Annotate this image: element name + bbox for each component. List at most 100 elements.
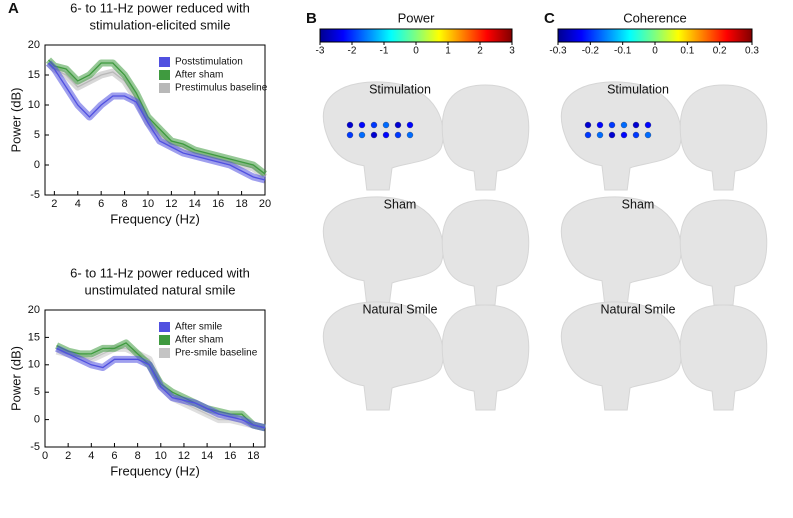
brain-outline xyxy=(441,199,530,306)
x-tick-label: 12 xyxy=(178,450,190,462)
row-label: Natural Smile xyxy=(600,302,675,316)
row-label: Natural Smile xyxy=(362,302,437,316)
x-tick-label: 8 xyxy=(135,450,141,462)
brain-outline xyxy=(679,84,768,191)
colorbar-tick-label: 0.3 xyxy=(745,46,759,57)
series-band xyxy=(55,345,266,432)
electrode-dot xyxy=(346,121,354,129)
legend-label: After sham xyxy=(175,70,223,81)
electrode-dot xyxy=(584,121,592,129)
colorbar xyxy=(557,28,753,43)
electrode-dot xyxy=(596,121,604,129)
y-tick-label: 10 xyxy=(28,99,40,111)
row-label: Sham xyxy=(622,197,655,211)
electrode-dot xyxy=(394,131,402,139)
colorbar-tick-label: 0 xyxy=(413,46,419,57)
colorbar-title: Coherence xyxy=(623,10,687,25)
legend-swatch xyxy=(159,322,170,332)
electrode-dot xyxy=(596,131,604,139)
x-tick-label: 20 xyxy=(259,198,271,210)
y-tick-label: 15 xyxy=(28,331,40,343)
electrode-dot xyxy=(382,121,390,129)
electrode-dot xyxy=(608,131,616,139)
y-tick-label: 5 xyxy=(34,386,40,398)
electrode-dot xyxy=(632,131,640,139)
electrode-dot xyxy=(358,131,366,139)
x-tick-label: 16 xyxy=(224,450,236,462)
colorbar-tick-label: -2 xyxy=(348,46,357,57)
electrode-dot xyxy=(370,121,378,129)
series-band xyxy=(46,57,268,177)
colorbar-tick-label: -0.3 xyxy=(549,46,567,57)
x-tick-label: 10 xyxy=(155,450,167,462)
electrode-dot xyxy=(394,121,402,129)
series-line xyxy=(56,347,266,429)
x-tick-label: 2 xyxy=(65,450,71,462)
x-tick-label: 10 xyxy=(142,198,154,210)
x-tick-label: 6 xyxy=(98,198,104,210)
legend-swatch xyxy=(159,70,170,80)
panel-label: A xyxy=(8,0,19,17)
chart-title: stimulation-elicited smile xyxy=(90,17,231,32)
row-label: Stimulation xyxy=(607,82,669,96)
chart-title: 6- to 11-Hz power reduced with xyxy=(70,265,250,280)
colorbar-tick-label: 2 xyxy=(477,46,483,57)
brain-outline xyxy=(322,196,444,306)
y-axis-label: Power (dB) xyxy=(8,346,23,411)
y-tick-label: 20 xyxy=(28,304,40,316)
y-tick-label: -5 xyxy=(30,441,40,453)
panel-label: C xyxy=(544,10,555,27)
plot-frame xyxy=(44,44,266,196)
electrode-dot xyxy=(584,131,592,139)
brain-outline xyxy=(322,301,444,411)
x-axis-label: Frequency (Hz) xyxy=(110,211,200,226)
y-tick-label: 5 xyxy=(34,129,40,141)
electrode-dot xyxy=(382,131,390,139)
electrode-dot xyxy=(346,131,354,139)
y-tick-label: 20 xyxy=(28,39,40,51)
x-tick-label: 18 xyxy=(235,198,247,210)
panel-label: B xyxy=(306,10,317,27)
colorbar-tick-label: -1 xyxy=(380,46,389,57)
colorbar-tick-label: 0.1 xyxy=(680,46,694,57)
y-tick-label: 10 xyxy=(28,359,40,371)
x-tick-label: 14 xyxy=(201,450,213,462)
x-axis-label: Frequency (Hz) xyxy=(110,463,200,478)
electrode-dot xyxy=(620,121,628,129)
colorbar-title: Power xyxy=(398,10,436,25)
x-tick-label: 4 xyxy=(75,198,81,210)
colorbar-tick-label: -3 xyxy=(316,46,325,57)
x-tick-label: 16 xyxy=(212,198,224,210)
colorbar-tick-label: -0.2 xyxy=(582,46,600,57)
electrode-dot xyxy=(644,131,652,139)
brain-outline xyxy=(679,304,768,411)
legend-swatch xyxy=(159,57,170,67)
y-tick-label: 15 xyxy=(28,69,40,81)
legend-label: After sham xyxy=(175,335,223,346)
x-tick-label: 4 xyxy=(88,450,94,462)
legend-swatch xyxy=(159,348,170,358)
x-tick-label: 2 xyxy=(51,198,57,210)
colorbar-tick-label: -0.1 xyxy=(614,46,632,57)
legend-label: Poststimulation xyxy=(175,57,243,68)
brain-outline xyxy=(560,301,682,411)
legend-swatch xyxy=(159,83,170,93)
y-tick-label: 0 xyxy=(34,159,40,171)
y-axis-label: Power (dB) xyxy=(8,87,23,152)
colorbar-tick-label: 0.2 xyxy=(713,46,727,57)
row-label: Stimulation xyxy=(369,82,431,96)
brain-outline xyxy=(560,196,682,306)
electrode-dot xyxy=(406,121,414,129)
x-tick-label: 12 xyxy=(165,198,177,210)
electrode-dot xyxy=(620,131,628,139)
plot-frame xyxy=(44,309,266,448)
electrode-dot xyxy=(370,131,378,139)
series-line xyxy=(48,59,266,175)
y-tick-label: 0 xyxy=(34,414,40,426)
electrode-dot xyxy=(644,121,652,129)
electrode-dot xyxy=(406,131,414,139)
colorbar-tick-label: 0 xyxy=(652,46,658,57)
colorbar-tick-label: 1 xyxy=(445,46,451,57)
x-tick-label: 14 xyxy=(189,198,201,210)
